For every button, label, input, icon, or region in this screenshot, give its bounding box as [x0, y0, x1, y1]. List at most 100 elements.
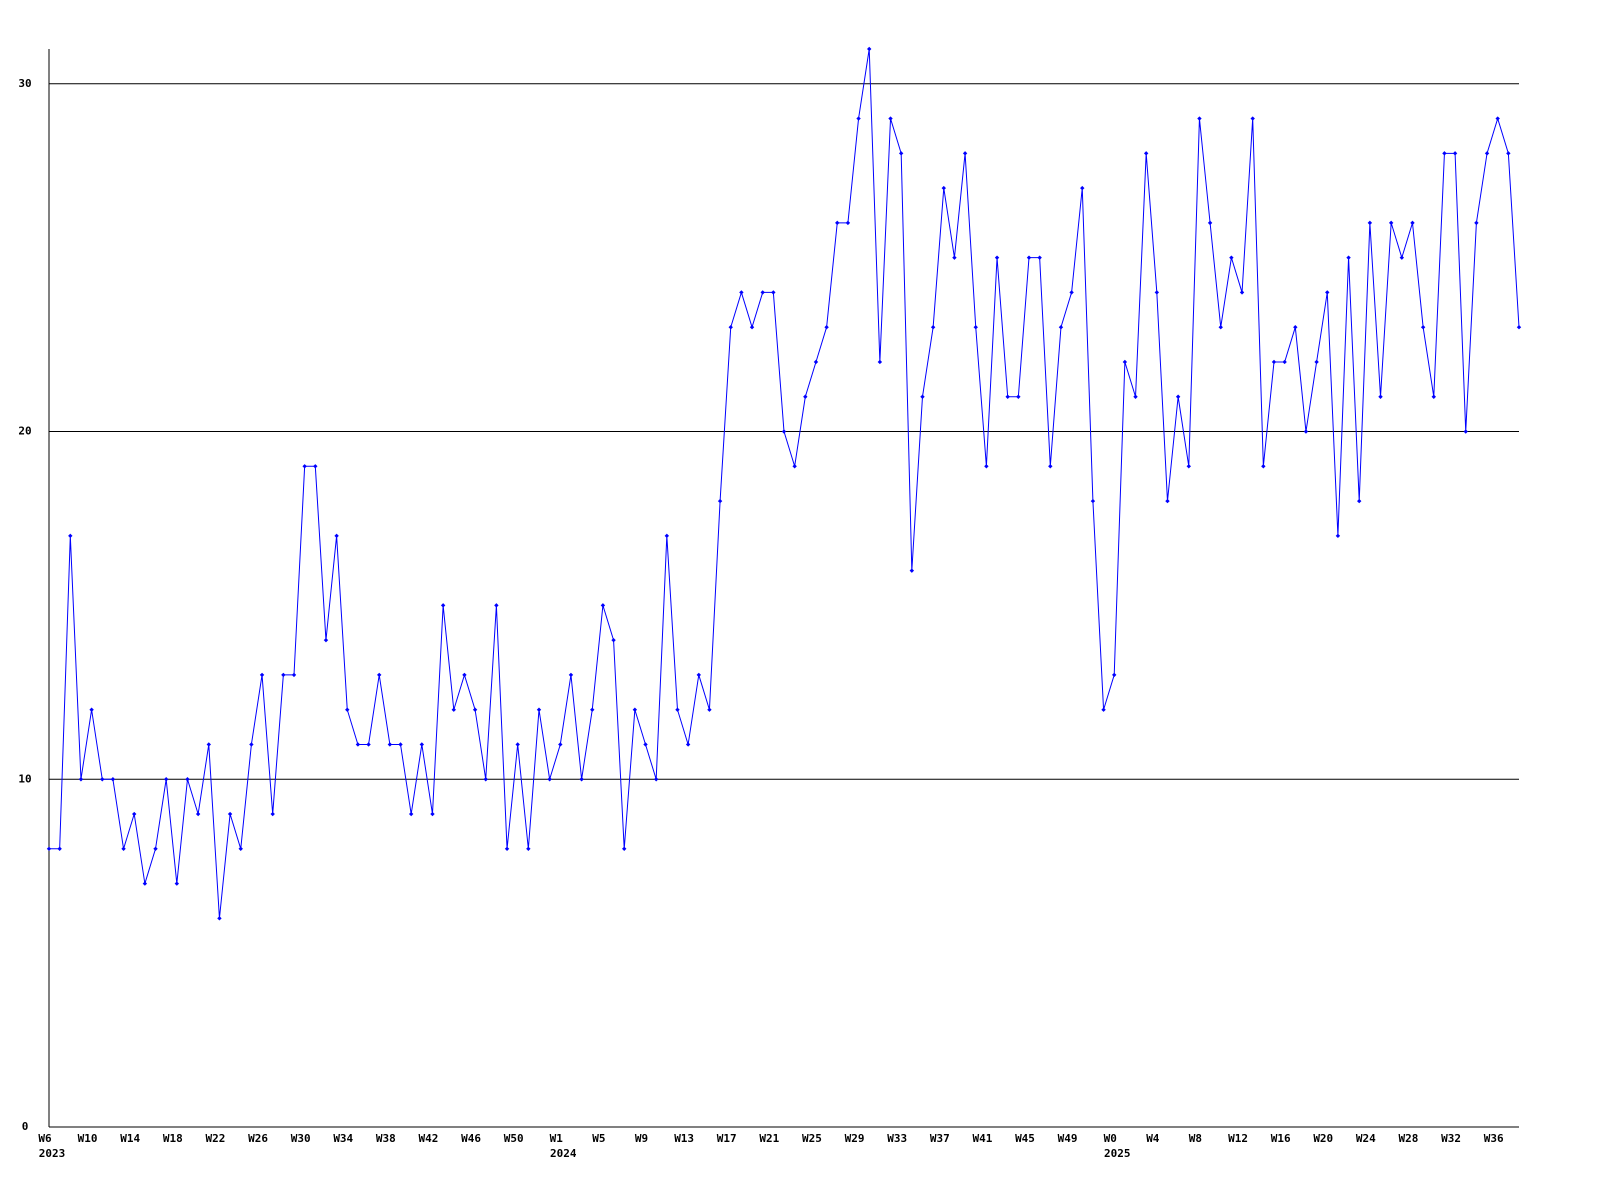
point: [515, 742, 520, 747]
point: [195, 811, 201, 817]
point: [909, 568, 915, 573]
point: [121, 846, 126, 852]
point: [227, 811, 233, 817]
point: [1069, 290, 1074, 295]
x-tick-label: W33: [887, 1132, 907, 1145]
x-tick-label: W46: [461, 1132, 481, 1145]
x-tick-label: W0: [1104, 1132, 1117, 1145]
x-tick-label: W8: [1189, 1132, 1202, 1145]
point: [675, 707, 680, 712]
point: [1016, 394, 1021, 399]
point: [792, 464, 797, 469]
point: [174, 881, 180, 886]
point: [994, 255, 1000, 260]
point: [845, 220, 851, 226]
y-tick-label: 0: [22, 1120, 29, 1133]
point: [579, 777, 584, 782]
point: [1143, 151, 1149, 156]
point: [856, 116, 861, 121]
point: [1506, 151, 1511, 156]
point: [451, 707, 456, 712]
point: [1474, 220, 1479, 226]
x-sublabel: 2024: [550, 1147, 577, 1160]
x-tick-label: W42: [419, 1132, 439, 1145]
x-tick-label: W50: [504, 1132, 524, 1145]
point: [1325, 290, 1330, 295]
x-tick-label: W37: [930, 1132, 950, 1145]
y-tick-label: 10: [18, 772, 31, 785]
point: [153, 846, 158, 852]
point: [803, 394, 808, 399]
y-tick-label: 20: [18, 425, 31, 438]
point: [1271, 359, 1277, 365]
point: [590, 707, 595, 712]
point: [1229, 255, 1234, 260]
point: [1303, 429, 1309, 434]
point: [526, 846, 531, 852]
point: [984, 464, 989, 469]
point: [835, 220, 840, 226]
point: [558, 742, 563, 747]
point: [707, 707, 712, 712]
point: [1207, 220, 1213, 226]
point: [1282, 359, 1287, 365]
point: [1133, 394, 1138, 399]
x-tick-label: W1: [550, 1132, 564, 1145]
point: [622, 846, 627, 852]
point: [653, 777, 659, 782]
point: [962, 151, 968, 156]
point: [142, 881, 148, 886]
point: [1175, 394, 1181, 399]
point: [941, 185, 946, 191]
point: [1005, 394, 1010, 399]
x-tick-label: W21: [759, 1132, 779, 1145]
point: [1367, 220, 1373, 226]
x-tick-label: W5: [592, 1132, 605, 1145]
point: [249, 742, 254, 747]
point: [408, 811, 414, 817]
point: [313, 464, 318, 469]
point: [366, 742, 371, 747]
point: [494, 603, 499, 608]
point: [110, 777, 116, 782]
x-tick-label: W6: [38, 1132, 52, 1145]
point: [1090, 498, 1096, 504]
x-sublabel: 2025: [1104, 1147, 1131, 1160]
point: [1165, 498, 1170, 504]
point: [1037, 255, 1042, 260]
point: [46, 846, 52, 852]
point: [813, 359, 819, 365]
x-tick-label: W16: [1271, 1132, 1291, 1145]
point: [898, 151, 904, 156]
x-tick-label: W30: [291, 1132, 311, 1145]
x-tick-label: W49: [1058, 1132, 1078, 1145]
point: [824, 324, 829, 330]
x-tick-label: W24: [1356, 1132, 1376, 1145]
point: [1452, 151, 1458, 156]
point: [185, 777, 190, 782]
point: [1112, 672, 1117, 678]
point: [206, 742, 211, 747]
point: [1357, 498, 1362, 504]
point: [1080, 185, 1085, 191]
point: [238, 846, 243, 852]
point: [334, 533, 339, 539]
point: [387, 742, 393, 747]
point: [1420, 324, 1426, 330]
x-tick-label: W38: [376, 1132, 396, 1145]
x-tick-label: W26: [248, 1132, 268, 1145]
point: [302, 464, 307, 469]
point: [696, 672, 701, 678]
point: [781, 429, 787, 434]
point: [973, 324, 978, 330]
point: [1335, 533, 1341, 539]
point: [68, 533, 73, 539]
x-tick-label: W14: [120, 1132, 140, 1145]
point: [1346, 255, 1351, 260]
point: [270, 811, 275, 817]
point: [568, 672, 574, 678]
point: [1048, 464, 1053, 469]
x-tick-label: W17: [717, 1132, 737, 1145]
point: [920, 394, 925, 399]
